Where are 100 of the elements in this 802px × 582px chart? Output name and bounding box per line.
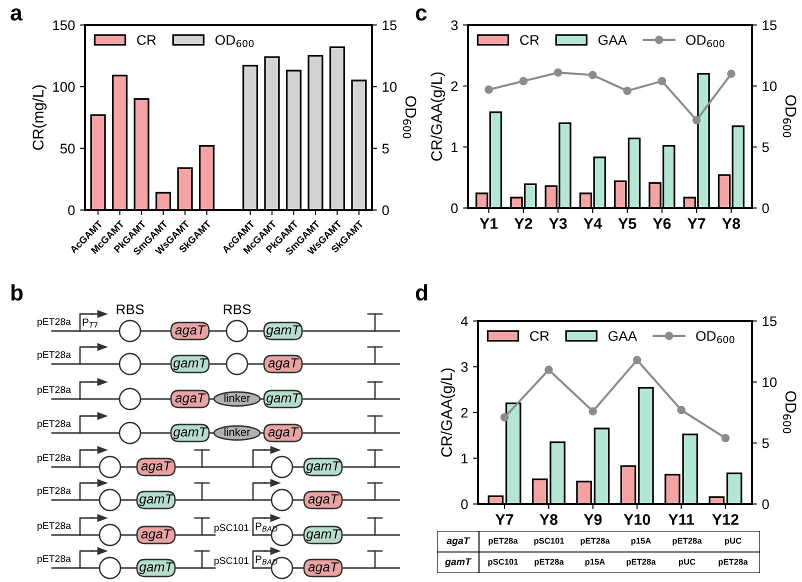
chart-title: c — [416, 8, 427, 21]
y2-tick-label: 0 — [382, 205, 389, 216]
text: gamT — [445, 558, 472, 568]
text: gamT — [173, 427, 208, 440]
point — [623, 86, 632, 96]
legend-label: OD$_{600}$ — [686, 35, 724, 48]
text: linker — [224, 428, 250, 436]
y-tick-label: 2 — [461, 408, 468, 418]
y2-tick-label: 5 — [762, 142, 769, 152]
text: pET28a — [38, 351, 71, 360]
y2-tick-label: 10 — [762, 377, 777, 388]
y-tick-label: 3 — [461, 362, 468, 372]
text: pET28a — [38, 487, 71, 496]
text: RBS — [116, 304, 144, 314]
text: p15A — [631, 538, 651, 546]
x-tick-label: Y8 — [540, 514, 558, 525]
y-axis-title: CR/GAA(g/L) — [430, 72, 445, 161]
y2-axis-title: OD$_{600}$ — [782, 391, 796, 434]
point — [544, 366, 553, 374]
point — [632, 356, 642, 364]
text: pSC101 — [534, 538, 564, 546]
y2-tick-label: 0 — [762, 499, 769, 510]
text: b — [11, 284, 23, 301]
y-tick-label: 0 — [451, 203, 458, 214]
text: gamT — [306, 529, 341, 542]
y-tick-label: 4 — [460, 316, 468, 326]
x-tick-label: Y11 — [668, 514, 694, 525]
text: pSC101 — [488, 558, 518, 566]
point — [484, 85, 493, 94]
x-tick-label: Y9 — [584, 514, 602, 525]
text: gamT — [139, 562, 174, 574]
text: agaT — [446, 537, 470, 546]
point — [588, 407, 598, 416]
text: agaT — [268, 427, 299, 440]
text: pET28a — [626, 558, 656, 566]
text: agaT — [308, 494, 339, 506]
legend-label: CR — [520, 35, 539, 45]
y-tick-label: 3 — [451, 20, 458, 30]
x-tick-label: Y5 — [618, 218, 636, 229]
text: agaT — [141, 461, 172, 474]
point — [692, 116, 701, 124]
text: gamT — [173, 358, 208, 370]
text: pET28a — [580, 538, 610, 546]
x-tick-label: Y3 — [548, 218, 567, 229]
text: agaT — [175, 325, 206, 338]
text: pET28a — [672, 538, 702, 546]
point — [588, 70, 597, 80]
legend-label: CR — [137, 35, 156, 45]
text: pET28a — [38, 318, 71, 327]
point — [677, 406, 686, 414]
point — [519, 76, 528, 86]
y-tick-label: 50 — [60, 144, 75, 154]
text: gamT — [266, 393, 301, 406]
y2-tick-label: 10 — [382, 82, 397, 92]
y2-tick-label: 15 — [762, 316, 777, 326]
text: pSC101 — [214, 557, 249, 566]
text: agaT — [175, 393, 206, 406]
text: RBS — [224, 304, 251, 314]
text: pUC — [678, 558, 696, 566]
y-tick-label: 0 — [461, 499, 468, 510]
y2-tick-label: 15 — [382, 20, 397, 30]
text: gamT — [266, 325, 301, 338]
y-tick-label: 2 — [451, 81, 458, 92]
y-axis-title: CR/GAA(g/L) — [440, 368, 455, 457]
point — [500, 413, 509, 422]
x-tick-label: Y6 — [652, 218, 671, 229]
x-tick-label: Y8 — [722, 218, 740, 229]
point — [658, 76, 666, 86]
y-axis-title: CR(mg/L) — [32, 85, 47, 150]
y-tick-label: 0 — [68, 205, 75, 216]
x-tick-label: Y4 — [584, 218, 602, 229]
text: pUC — [724, 538, 742, 546]
legend-label: CR — [530, 331, 549, 341]
text: pET28a — [38, 522, 71, 531]
text: gamT — [306, 461, 341, 474]
y2-tick-label: 10 — [762, 81, 777, 92]
y2-tick-label: 15 — [762, 20, 777, 30]
x-tick-label: Y2 — [514, 218, 532, 229]
legend-label: OD$_{600}$ — [696, 331, 734, 344]
text: pET28a — [38, 386, 71, 395]
y2-tick-label: 5 — [382, 144, 389, 154]
text: linker — [224, 394, 250, 402]
x-tick-label: Y7 — [688, 218, 706, 229]
y2-tick-label: 0 — [762, 203, 769, 214]
point — [727, 70, 736, 78]
point — [554, 68, 562, 77]
text: pSC101 — [214, 524, 249, 533]
y-tick-label: 1 — [462, 454, 468, 464]
chart-title: a — [10, 8, 22, 21]
x-tick-label: Y10 — [624, 514, 650, 525]
text: agaT — [141, 529, 172, 542]
x-tick-label: Y7 — [495, 514, 514, 525]
y-tick-label: 100 — [53, 82, 75, 92]
y2-axis-title: OD$_{600}$ — [782, 95, 796, 138]
text: pET28a — [38, 420, 71, 429]
y2-axis-title: OD$_{600}$ — [402, 96, 416, 138]
text: pET28a — [38, 555, 71, 564]
legend-label: GAA — [598, 35, 628, 45]
y-tick-label: 1 — [452, 142, 458, 152]
legend-label: OD$_{600}$ — [215, 35, 254, 48]
